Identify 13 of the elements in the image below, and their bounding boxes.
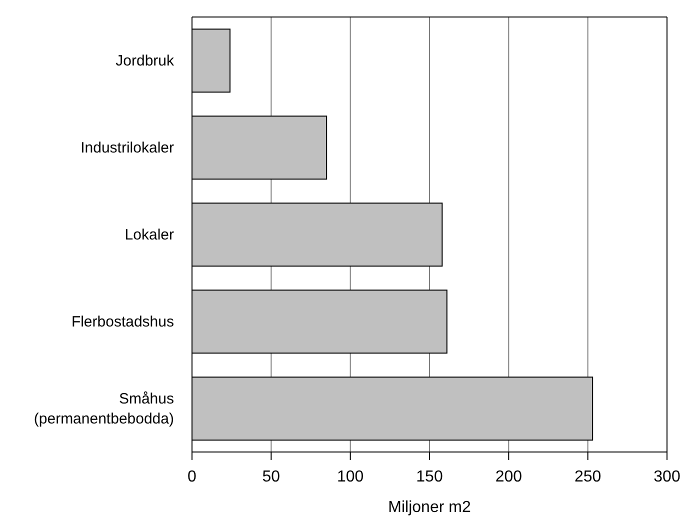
x-tick-label: 200: [495, 468, 522, 486]
x-tick-label: 100: [336, 468, 364, 486]
x-tick-label: 250: [574, 468, 602, 486]
x-tick-label: 0: [188, 468, 197, 486]
x-tick-label: 50: [262, 468, 280, 486]
x-axis-title: Miljoner m2: [388, 499, 471, 516]
y-tick-label: Småhus (permanentbebodda): [34, 390, 174, 427]
x-tick-label: 150: [416, 468, 443, 486]
y-tick-label: Industrilokaler: [80, 139, 174, 156]
y-tick-label: Flerbostadshus: [71, 313, 174, 330]
y-tick-label: Jordbruk: [116, 52, 174, 69]
x-tick-label: 300: [654, 468, 680, 486]
y-tick-label: Lokaler: [124, 226, 174, 243]
